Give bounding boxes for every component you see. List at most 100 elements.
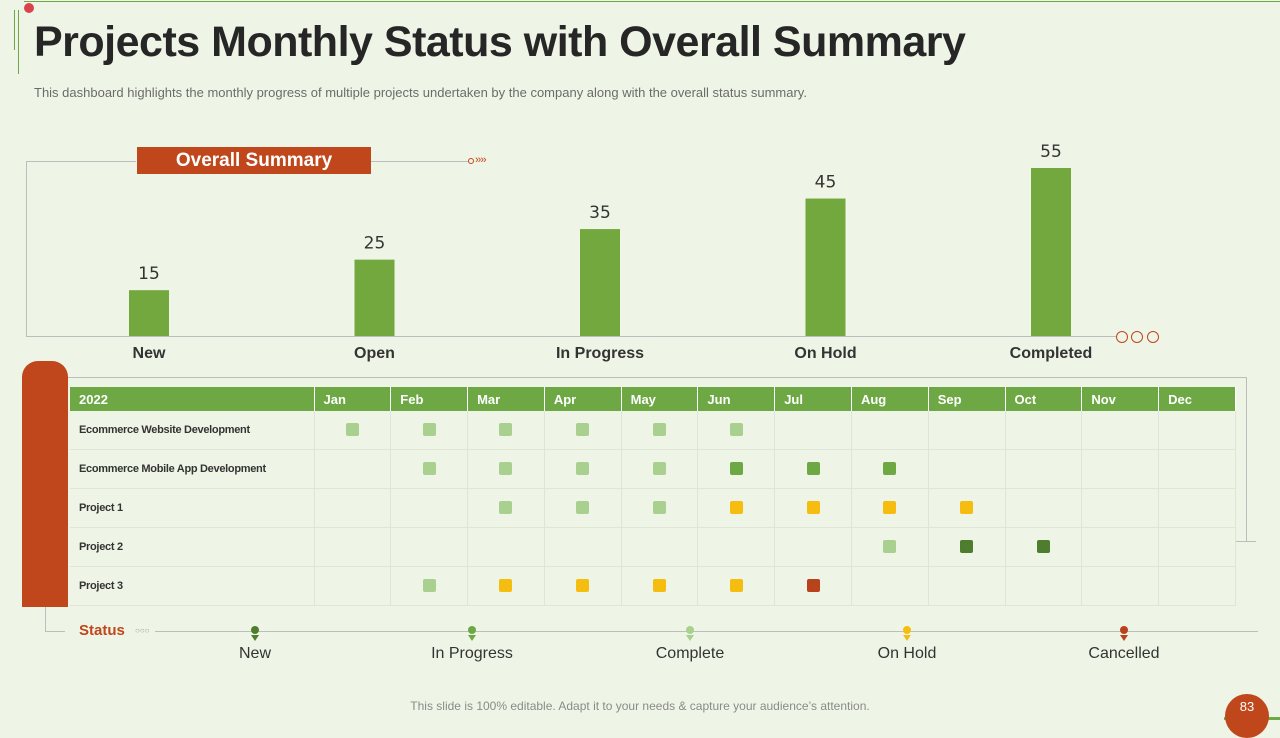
- legend-item-cancelled: Cancelled: [1044, 626, 1204, 663]
- status-cell: [314, 527, 392, 567]
- status-marker-on-hold: [653, 579, 667, 593]
- project-name: Project 2: [70, 527, 315, 567]
- status-cell: [467, 488, 545, 528]
- year-header: 2022: [70, 387, 315, 411]
- status-marker-new: [1036, 540, 1050, 554]
- status-cell: [697, 411, 776, 450]
- month-header: Aug: [851, 387, 929, 411]
- status-cell: [774, 566, 852, 606]
- status-cell: [1158, 566, 1236, 606]
- status-cell: [928, 449, 1006, 489]
- summary-tag: Overall Summary: [137, 147, 371, 174]
- category-label: New: [133, 345, 166, 362]
- down-triangle-icon: [903, 635, 911, 641]
- chart-frame: [26, 161, 27, 336]
- bar-new: [129, 290, 169, 336]
- footer-note: This slide is 100% editable. Adapt it to…: [410, 699, 870, 713]
- status-marker-complete: [499, 423, 513, 437]
- legend-label: In Progress: [431, 645, 513, 662]
- table-frame: [1236, 541, 1256, 542]
- table-row: Ecommerce Mobile App Development: [70, 449, 1236, 489]
- status-marker-on-hold: [729, 579, 743, 593]
- status-cell: [774, 411, 852, 450]
- status-cell: [1081, 566, 1160, 606]
- status-cell: [1158, 488, 1236, 528]
- status-cell: [1005, 411, 1083, 450]
- status-marker-on-hold: [729, 501, 743, 515]
- status-cell: [851, 449, 929, 489]
- status-cell: [390, 449, 469, 489]
- table-frame: [68, 377, 1246, 378]
- status-cell: [851, 566, 929, 606]
- table-row: Project 3: [70, 566, 1236, 606]
- chevrons-icon: ››››: [475, 154, 487, 166]
- status-cell: [544, 488, 622, 528]
- accent-dot: [24, 3, 34, 13]
- top-rule: [24, 1, 1280, 2]
- status-marker-on-hold: [806, 501, 820, 515]
- category-label: In Progress: [556, 345, 644, 362]
- status-cell: [1005, 488, 1083, 528]
- title-accent-line: [18, 10, 19, 74]
- down-triangle-icon: [1120, 635, 1128, 641]
- project-name: Project 1: [70, 488, 315, 528]
- status-cell: [467, 527, 545, 567]
- bar-value-label: 35: [589, 203, 611, 223]
- status-marker-in-progress: [883, 462, 897, 476]
- status-cell: [621, 488, 699, 528]
- category-label: On Hold: [794, 345, 856, 362]
- bar-value-label: 55: [1040, 142, 1062, 162]
- status-line: [155, 631, 1258, 632]
- status-cell: [1005, 449, 1083, 489]
- month-header: Nov: [1081, 387, 1160, 411]
- down-triangle-icon: [251, 635, 259, 641]
- status-marker-complete: [576, 423, 590, 437]
- title-accent-line: [14, 10, 15, 50]
- status-cell: [1158, 411, 1236, 450]
- table-frame: [1246, 377, 1247, 541]
- status-cell: [1158, 527, 1236, 567]
- month-header: Mar: [467, 387, 545, 411]
- legend-item-complete: Complete: [610, 626, 770, 663]
- status-marker-complete: [499, 462, 513, 476]
- status-marker-cancelled: [806, 579, 820, 593]
- status-marker-complete: [883, 540, 897, 554]
- status-cell: [621, 449, 699, 489]
- status-cell: [1081, 411, 1160, 450]
- status-marker-on-hold: [960, 501, 974, 515]
- legend-dot-icon: [903, 626, 911, 634]
- status-marker-on-hold: [499, 579, 513, 593]
- status-cell: [1081, 449, 1160, 489]
- bar-completed: [1031, 168, 1071, 336]
- down-triangle-icon: [468, 635, 476, 641]
- status-cell: [467, 411, 545, 450]
- table-frame: [45, 607, 46, 631]
- status-marker-complete: [576, 462, 590, 476]
- status-cell: [1005, 527, 1083, 567]
- month-header: Sep: [928, 387, 1006, 411]
- status-cell: [774, 488, 852, 528]
- status-cell: [314, 449, 392, 489]
- project-name: Ecommerce Website Development: [70, 411, 315, 450]
- legend-dot-icon: [1120, 626, 1128, 634]
- status-cell: [774, 449, 852, 489]
- legend-dot-icon: [468, 626, 476, 634]
- down-triangle-icon: [686, 635, 694, 641]
- page-number: 83: [1225, 694, 1269, 738]
- month-header: Apr: [544, 387, 622, 411]
- status-marker-complete: [729, 423, 743, 437]
- status-cell: [544, 566, 622, 606]
- legend-item-in-progress: In Progress: [392, 626, 552, 663]
- summary-bar-chart: 15 New 25 Open 35 In Progress 45 On Hold 55 Compl…: [129, 142, 1092, 362]
- chart-axis: [26, 336, 1116, 337]
- bar-open: [354, 259, 395, 336]
- status-cell: [467, 566, 545, 606]
- legend-label: Cancelled: [1088, 645, 1160, 662]
- status-cell: [851, 488, 929, 528]
- status-marker-on-hold: [883, 501, 897, 515]
- status-cell: [544, 449, 622, 489]
- legend-dot-icon: [251, 626, 259, 634]
- status-cell: [928, 411, 1006, 450]
- legend-label: On Hold: [877, 645, 937, 662]
- status-cell: [621, 527, 699, 567]
